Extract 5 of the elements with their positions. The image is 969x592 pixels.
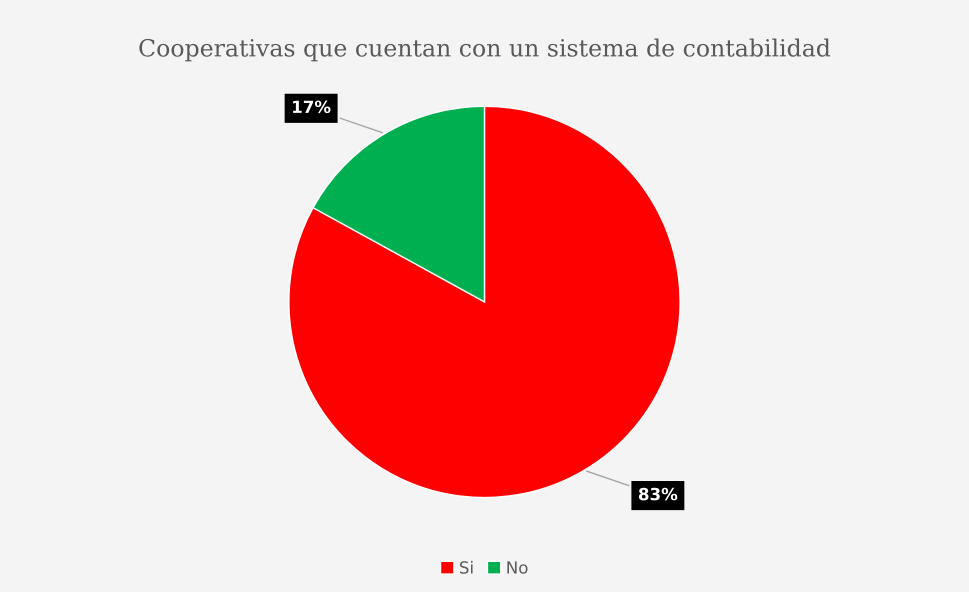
legend-label: Si: [460, 560, 473, 574]
chart-title: Cooperativas que cuentan con un sistema de contabilidad: [139, 38, 830, 62]
data-label: 83%: [638, 488, 678, 500]
data-label: 17%: [293, 100, 331, 114]
legend-label: No: [507, 561, 528, 574]
